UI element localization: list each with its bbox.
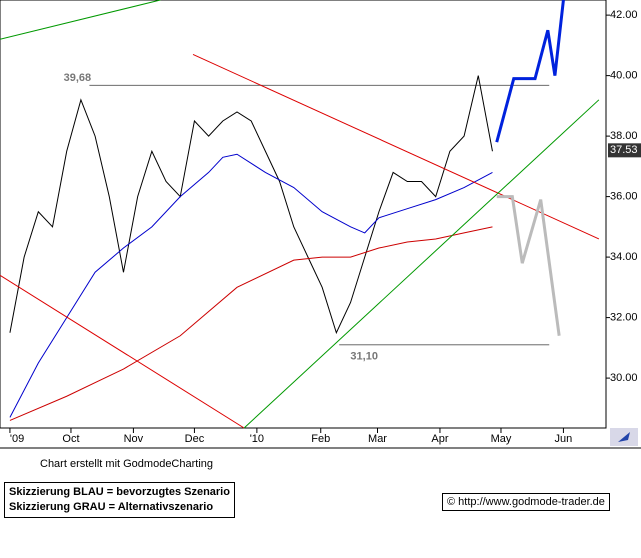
y-tick-label: 42.00 [610,9,638,21]
series-line [9,153,493,418]
legend-entry: Skizzierung BLAU = bevorzugtes Szenario [9,486,230,498]
x-tick-label: May [491,433,512,445]
series-line [495,0,565,143]
url[interactable]: © http://www.godmode-trader.de [442,493,610,511]
y-tick-label: 38.00 [610,130,638,142]
x-tick-label: '09 [10,433,24,445]
last-price-label: 37.53 [610,144,638,156]
y-tick-label: 34.00 [610,251,638,263]
y-tick-label: 36.00 [610,191,638,203]
series-line [192,53,600,240]
legend-box: Skizzierung BLAU = bevorzugtes Szenario … [4,482,235,518]
credit: Chart erstellt mit GodmodeCharting [40,458,214,470]
x-tick-label: Jun [555,433,573,445]
series-line [9,226,493,421]
y-tick-label: 40.00 [610,70,638,82]
x-tick-label: Feb [311,433,330,445]
level-label: 31,10 [350,351,378,363]
x-tick-label: Dec [185,433,205,445]
last-price-box [608,143,641,158]
legend-entry: Skizzierung GRAU = Alternativszenario [9,501,214,513]
plot-frame [0,0,607,429]
series-line [9,75,493,335]
x-tick-label: Mar [368,433,387,445]
level-label: 39,68 [64,72,92,84]
series-line [0,0,161,40]
chart: 30.00 32.00 34.00 36.00 38.00 40.00 42.00 '09 Oc… [0,0,641,449]
series-line [0,274,245,429]
y-tick-label: 32.00 [610,312,638,324]
series-line [496,195,561,336]
series-line [243,99,600,429]
x-tick-label: Oct [62,433,79,445]
x-tick-label: Apr [431,433,448,445]
x-tick-label: '10 [250,433,264,445]
scroll-arrow [618,432,630,442]
x-tick-label: Nov [124,433,144,445]
y-tick-label: 30.00 [610,372,638,384]
